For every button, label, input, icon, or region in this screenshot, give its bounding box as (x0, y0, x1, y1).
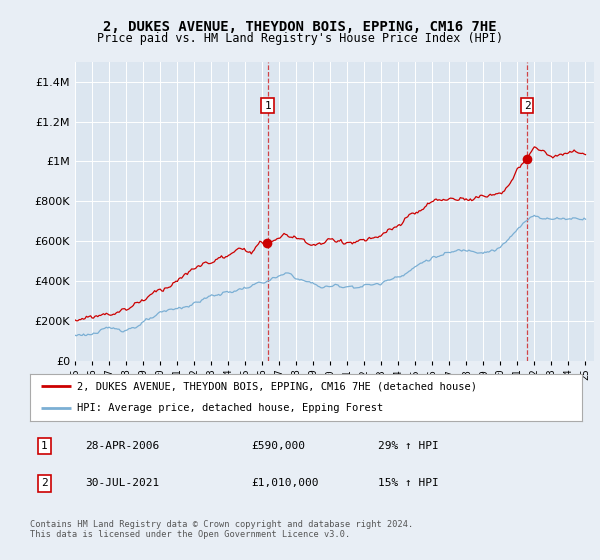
Text: 1: 1 (264, 101, 271, 110)
Text: 2: 2 (524, 101, 530, 110)
Text: 2, DUKES AVENUE, THEYDON BOIS, EPPING, CM16 7HE (detached house): 2, DUKES AVENUE, THEYDON BOIS, EPPING, C… (77, 381, 477, 391)
Text: 30-JUL-2021: 30-JUL-2021 (85, 478, 160, 488)
Text: £590,000: £590,000 (251, 441, 305, 451)
Text: 2, DUKES AVENUE, THEYDON BOIS, EPPING, CM16 7HE: 2, DUKES AVENUE, THEYDON BOIS, EPPING, C… (103, 20, 497, 34)
Text: HPI: Average price, detached house, Epping Forest: HPI: Average price, detached house, Eppi… (77, 403, 383, 413)
Text: 28-APR-2006: 28-APR-2006 (85, 441, 160, 451)
Text: £1,010,000: £1,010,000 (251, 478, 319, 488)
Text: 15% ↑ HPI: 15% ↑ HPI (378, 478, 439, 488)
Text: Contains HM Land Registry data © Crown copyright and database right 2024.
This d: Contains HM Land Registry data © Crown c… (30, 520, 413, 539)
Text: 29% ↑ HPI: 29% ↑ HPI (378, 441, 439, 451)
Text: Price paid vs. HM Land Registry's House Price Index (HPI): Price paid vs. HM Land Registry's House … (97, 32, 503, 45)
Text: 1: 1 (41, 441, 48, 451)
Text: 2: 2 (41, 478, 48, 488)
